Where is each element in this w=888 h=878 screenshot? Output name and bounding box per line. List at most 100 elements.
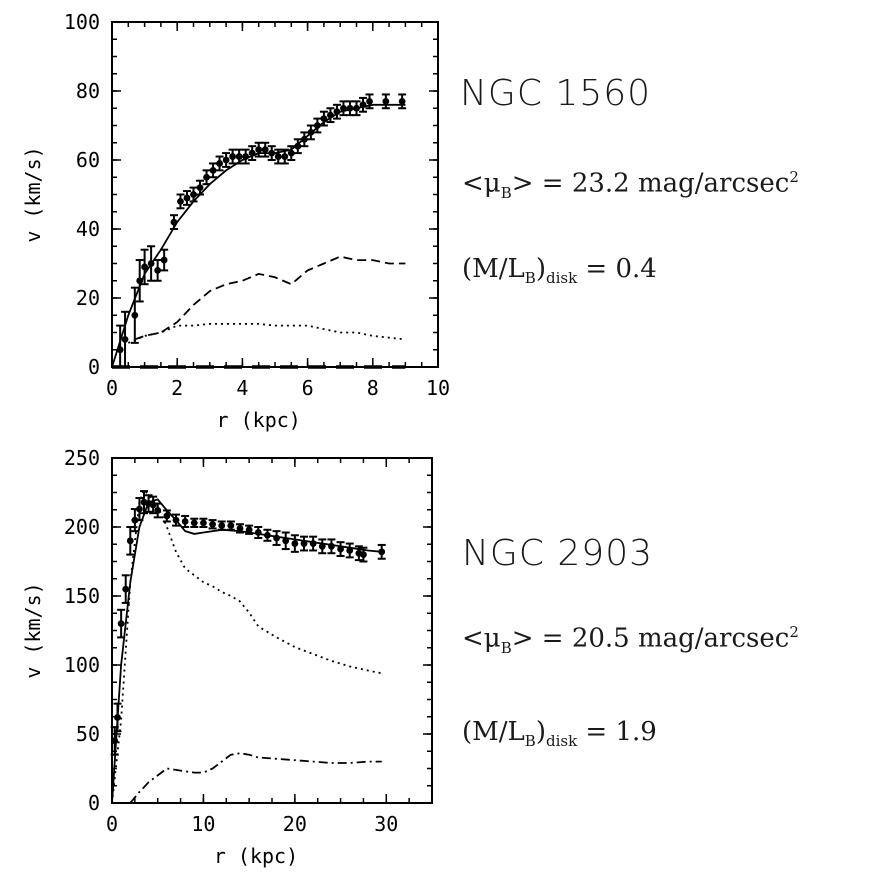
panel1-data-point <box>209 166 217 174</box>
panel2-data-point <box>282 537 290 545</box>
panel1-data-point <box>121 336 129 343</box>
panel1-data-point <box>294 142 302 150</box>
panel2-y-tick-label: 150 <box>64 584 100 608</box>
panel2-data-point <box>236 524 244 532</box>
panel2-data-point <box>273 534 280 542</box>
panel1-data-point <box>340 104 347 112</box>
panel1-data-point <box>141 263 149 271</box>
panel1-y-tick-label: 20 <box>76 286 100 310</box>
mass-to-light-2: (M/LB)disk = 1.9 <box>462 717 657 751</box>
panel2-series-gas-curve <box>129 752 382 804</box>
panel1-y-tick-label: 100 <box>64 10 100 34</box>
panel2-data-point <box>337 545 344 553</box>
panel2-data-point <box>136 505 143 513</box>
panel2-data-point <box>309 540 317 547</box>
panel1-data-point <box>300 135 308 143</box>
panel1-data-point <box>222 156 230 164</box>
panel2-series-disk-curve <box>111 487 382 804</box>
panel2-x-axis-label: r (kpc) <box>214 844 298 868</box>
panel1-data-point <box>248 149 256 157</box>
panel1-data-point <box>382 97 390 105</box>
galaxy-name-1: NGC 1560 <box>460 73 652 114</box>
panel2-data-point <box>227 522 235 530</box>
panel2-y-tick-label: 50 <box>76 722 100 746</box>
panel2-x-tick-label: 0 <box>106 812 118 836</box>
panel1-x-tick-label: 4 <box>236 376 248 400</box>
panel2-data-point <box>264 531 271 539</box>
panel1-data-point <box>307 129 315 136</box>
panel2-data-point <box>291 540 299 547</box>
panel1-data-point <box>235 153 243 160</box>
panel1-data-point <box>320 115 328 122</box>
surface-brightness-2: <μB> = 20.5 mag/arcsec2 <box>462 623 799 657</box>
panel1-data-point <box>190 191 197 198</box>
panel1-y-tick-label: 0 <box>88 355 100 379</box>
panel2-x-tick-label: 10 <box>191 812 215 836</box>
panel1-data-point <box>147 260 155 267</box>
panel2-data-point <box>300 540 308 547</box>
panel2-y-tick-label: 100 <box>64 653 100 677</box>
panel1-data-point <box>398 97 406 105</box>
panel1-data-point <box>327 111 334 119</box>
panel2-data-point <box>172 516 180 524</box>
panel2-data-point <box>154 507 162 514</box>
panel1-data-point <box>366 97 373 105</box>
panel1-y-axis-label: v (km/s) <box>21 146 45 242</box>
panel2-data-point <box>126 537 134 545</box>
panel1-x-tick-label: 10 <box>426 376 450 400</box>
panel2-data-point <box>318 542 326 550</box>
panel1-data-point <box>313 122 321 129</box>
panel1-series-gas-curve <box>134 255 406 341</box>
panel2-data-point <box>209 520 216 528</box>
panel1-data-point <box>177 198 184 205</box>
panel1-y-tick-label: 80 <box>76 79 100 103</box>
panel1-data-point <box>216 160 223 167</box>
panel2-data-point <box>181 518 189 525</box>
panel1-x-tick-label: 8 <box>367 376 379 400</box>
panel1-data-point <box>183 194 191 202</box>
mass-to-light-1: (M/LB)disk = 0.4 <box>462 254 657 288</box>
panel1-data-point <box>353 104 360 112</box>
panel1-data-point <box>274 153 282 160</box>
panel1-data-point <box>229 153 237 160</box>
panel1-data-point <box>268 149 276 157</box>
panel2-series-total-curve <box>111 498 382 804</box>
panel2-y-tick-label: 250 <box>64 446 100 470</box>
surface-brightness-1: <μB> = 23.2 mag/arcsec2 <box>462 168 799 202</box>
panel1-x-axis-label: r (kpc) <box>217 408 301 432</box>
panel1-x-tick-label: 0 <box>106 376 118 400</box>
panel2-data-point <box>218 522 226 530</box>
panel2-data-point <box>163 512 171 520</box>
panel2-data-point <box>200 519 207 527</box>
panel1-data-point <box>255 146 263 154</box>
panel2-data-point <box>328 542 335 550</box>
panel2-data-point <box>245 526 253 534</box>
panel1-series-disk-curve <box>127 323 406 344</box>
panel2-x-tick-label: 20 <box>283 812 307 836</box>
panel1-y-tick-label: 60 <box>76 148 100 172</box>
panel2-data-point <box>360 551 367 558</box>
panel1-data-point <box>287 149 295 157</box>
panel2-data-point <box>114 714 121 721</box>
panel1-data-point <box>333 108 341 116</box>
panel1-data-point <box>136 277 144 285</box>
panel1-data-point <box>170 218 178 226</box>
panel1-data-point <box>131 311 139 319</box>
panel2-y-tick-label: 200 <box>64 515 100 539</box>
panel1-data-point <box>160 256 168 264</box>
panel2-data-point <box>117 620 125 627</box>
panel1-data-point <box>196 184 204 192</box>
panel1-data-point <box>203 173 210 181</box>
panel1-data-point <box>154 267 162 274</box>
panel1-data-point <box>359 101 367 109</box>
panel2-data-point <box>131 516 139 524</box>
panel1-x-tick-label: 2 <box>171 376 183 400</box>
galaxy-name-2: NGC 2903 <box>462 533 654 574</box>
panel2-x-tick-label: 30 <box>374 812 398 836</box>
panel2-data-point <box>254 529 262 536</box>
panel1-data-point <box>242 153 250 160</box>
panel1-data-point <box>281 153 289 160</box>
panel2-y-tick-label: 0 <box>88 791 100 815</box>
